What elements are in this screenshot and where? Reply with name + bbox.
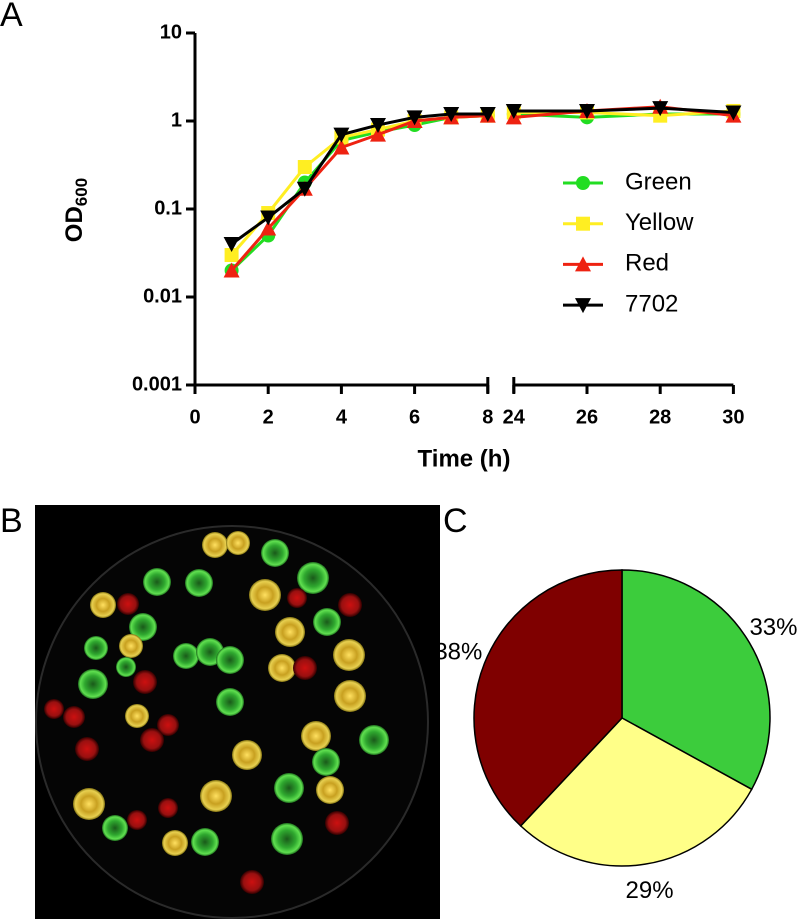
x-tick-label: 28: [649, 406, 671, 428]
data-point: [443, 107, 460, 123]
x-tick-label: 2: [263, 406, 274, 428]
x-tick-label: 4: [336, 406, 348, 428]
y-axis-title: OD600: [61, 178, 91, 242]
legend-label: 7702: [625, 290, 678, 317]
series-line: [513, 106, 734, 114]
data-point: [370, 118, 386, 134]
data-point: [260, 220, 277, 236]
data-point: [333, 139, 350, 155]
y-tick-label: 10: [160, 21, 182, 43]
data-point: [725, 105, 742, 121]
data-point: [297, 160, 312, 175]
pie-label: 29%: [626, 877, 674, 904]
x-tick-label: 26: [576, 406, 598, 428]
data-point: [406, 110, 423, 126]
y-tick-label: 0.1: [154, 197, 182, 219]
pie-slice: [473, 569, 623, 827]
data-point: [652, 101, 669, 117]
data-point: [579, 103, 595, 119]
data-point: [260, 210, 277, 226]
legend-marker: [576, 216, 590, 231]
series: [223, 101, 742, 253]
series-line: [230, 114, 488, 272]
legend-marker: [575, 256, 591, 272]
y-axis-title-subscript: 600: [72, 178, 91, 206]
data-point: [505, 103, 522, 119]
colonies: [44, 531, 389, 894]
pie-slice: [621, 569, 771, 791]
legend-marker: [575, 298, 591, 314]
y-tick-label: 0.001: [132, 373, 182, 395]
x-tick-label: 8: [482, 406, 493, 428]
panel-label: C: [443, 502, 468, 540]
legend-marker: [576, 176, 590, 190]
data-point: [333, 127, 350, 143]
x-tick-label: 6: [409, 406, 420, 428]
x-tick-label: 24: [503, 406, 526, 428]
pie-slice: [519, 717, 753, 867]
x-axis-title: Time (h): [418, 445, 511, 472]
legend-label: Red: [625, 250, 669, 277]
x-tick-label: 0: [189, 406, 200, 428]
pie-label: 38%: [434, 639, 482, 666]
plate-photo: [35, 505, 440, 919]
panel-label: B: [0, 502, 23, 540]
series-line: [230, 114, 488, 272]
data-point: [479, 107, 496, 123]
data-point: [223, 262, 240, 278]
data-point: [296, 181, 313, 197]
data-point: [370, 126, 386, 142]
data-point: [224, 248, 239, 263]
y-tick-label: 1: [171, 109, 182, 131]
pie-label: 33%: [749, 614, 797, 641]
legend-label: Green: [625, 168, 692, 195]
panel-label: A: [0, 0, 23, 34]
plate-rim: [35, 525, 429, 919]
y-tick-label: 0.01: [143, 285, 182, 307]
legend-label: Yellow: [625, 209, 694, 236]
y-axis-title-main: OD: [61, 206, 88, 242]
x-tick-label: 30: [722, 406, 744, 428]
data-point: [223, 237, 240, 253]
